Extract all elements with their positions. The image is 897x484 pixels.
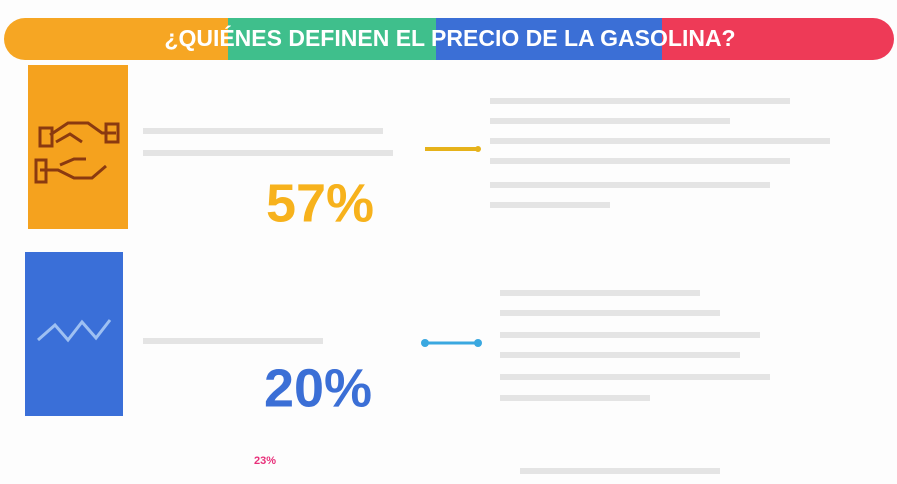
percent-23: 23% bbox=[254, 455, 276, 467]
orange-card bbox=[28, 65, 128, 229]
orange-connector bbox=[425, 146, 481, 152]
title: ¿QUIÉNES DEFINEN EL PRECIO DE LA GASOLIN… bbox=[164, 24, 735, 51]
handshake-icon bbox=[34, 121, 120, 184]
percent-20: 20% bbox=[264, 358, 372, 418]
blue-card bbox=[25, 252, 123, 416]
title-bar bbox=[4, 18, 894, 60]
blue-connector bbox=[421, 339, 482, 347]
percent-57: 57% bbox=[266, 173, 374, 233]
chart-icon bbox=[37, 319, 112, 343]
placeholder-text bbox=[143, 98, 830, 474]
